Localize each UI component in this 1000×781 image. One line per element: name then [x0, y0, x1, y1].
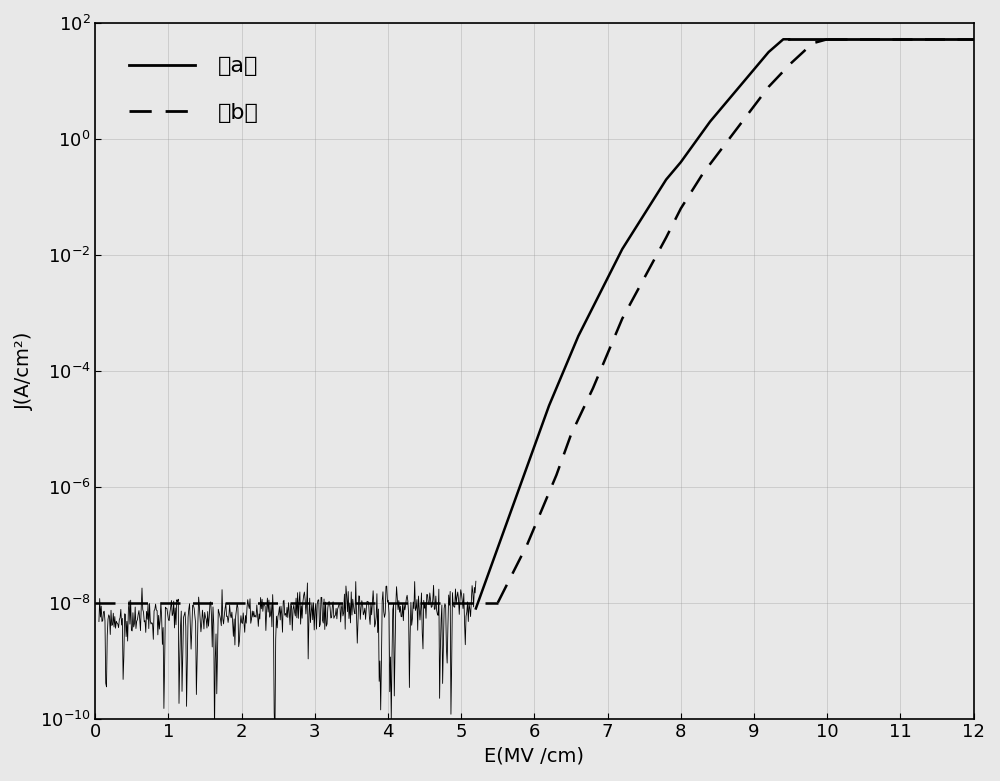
（a） [470, 576, 482, 586]
Y-axis label: J(A/cm²): J(A/cm²) [15, 332, 34, 410]
（a） [275, 601, 287, 611]
（a） [462, 597, 474, 607]
（a） [298, 591, 310, 601]
（a） [93, 617, 105, 626]
（a） [269, 731, 281, 740]
（a） [273, 608, 285, 618]
（a） [403, 610, 415, 619]
（a） [318, 594, 330, 604]
（b） [89, 598, 101, 608]
Legend: （a）, （b）: （a）, （b） [106, 34, 281, 145]
Line: （a）: （a） [99, 581, 476, 736]
X-axis label: E(MV /cm): E(MV /cm) [484, 747, 584, 766]
（b） [492, 598, 504, 608]
